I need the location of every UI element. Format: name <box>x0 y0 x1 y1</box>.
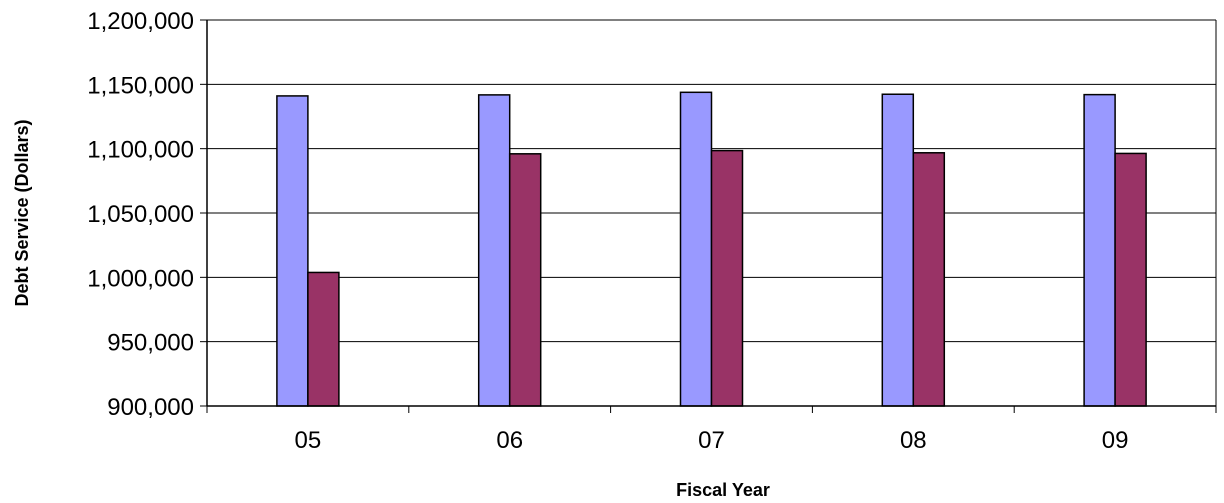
x-tick-label: 06 <box>496 427 523 454</box>
y-axis-title: Debt Service (Dollars) <box>12 119 32 306</box>
x-tick-label: 05 <box>295 427 322 454</box>
x-tick-label: 07 <box>698 427 725 454</box>
bar-series-2-08 <box>912 152 946 407</box>
y-tick-label: 1,050,000 <box>87 201 194 228</box>
bar-series-1-06 <box>477 94 511 407</box>
bar-series-1-07 <box>679 91 713 407</box>
y-tick-label: 1,100,000 <box>87 137 194 164</box>
bar-series-1-05 <box>276 95 309 407</box>
x-axis-title: Fiscal Year <box>676 480 770 500</box>
x-tick-label: 09 <box>1102 427 1129 454</box>
bar-series-2-07 <box>710 149 744 407</box>
bar-series-2-05 <box>307 271 340 407</box>
bar-series-2-06 <box>508 153 542 407</box>
y-tick-label: 1,200,000 <box>87 8 194 35</box>
bar-series-1-09 <box>1083 93 1116 407</box>
x-tick-labels: 05 06 07 08 09 <box>295 427 1129 454</box>
bar-series-1-08 <box>881 93 915 407</box>
y-tick-label: 900,000 <box>107 394 194 421</box>
bar-series-2-09 <box>1114 152 1147 407</box>
y-tick-label: 1,150,000 <box>87 72 194 99</box>
axes <box>200 19 1217 413</box>
y-tick-label: 1,000,000 <box>87 265 194 292</box>
bar-series <box>276 91 1147 407</box>
x-tick-label: 08 <box>900 427 927 454</box>
y-tick-labels: 900,000 950,000 1,000,000 1,050,000 1,100,00… <box>87 8 194 421</box>
y-tick-label: 950,000 <box>107 330 194 357</box>
